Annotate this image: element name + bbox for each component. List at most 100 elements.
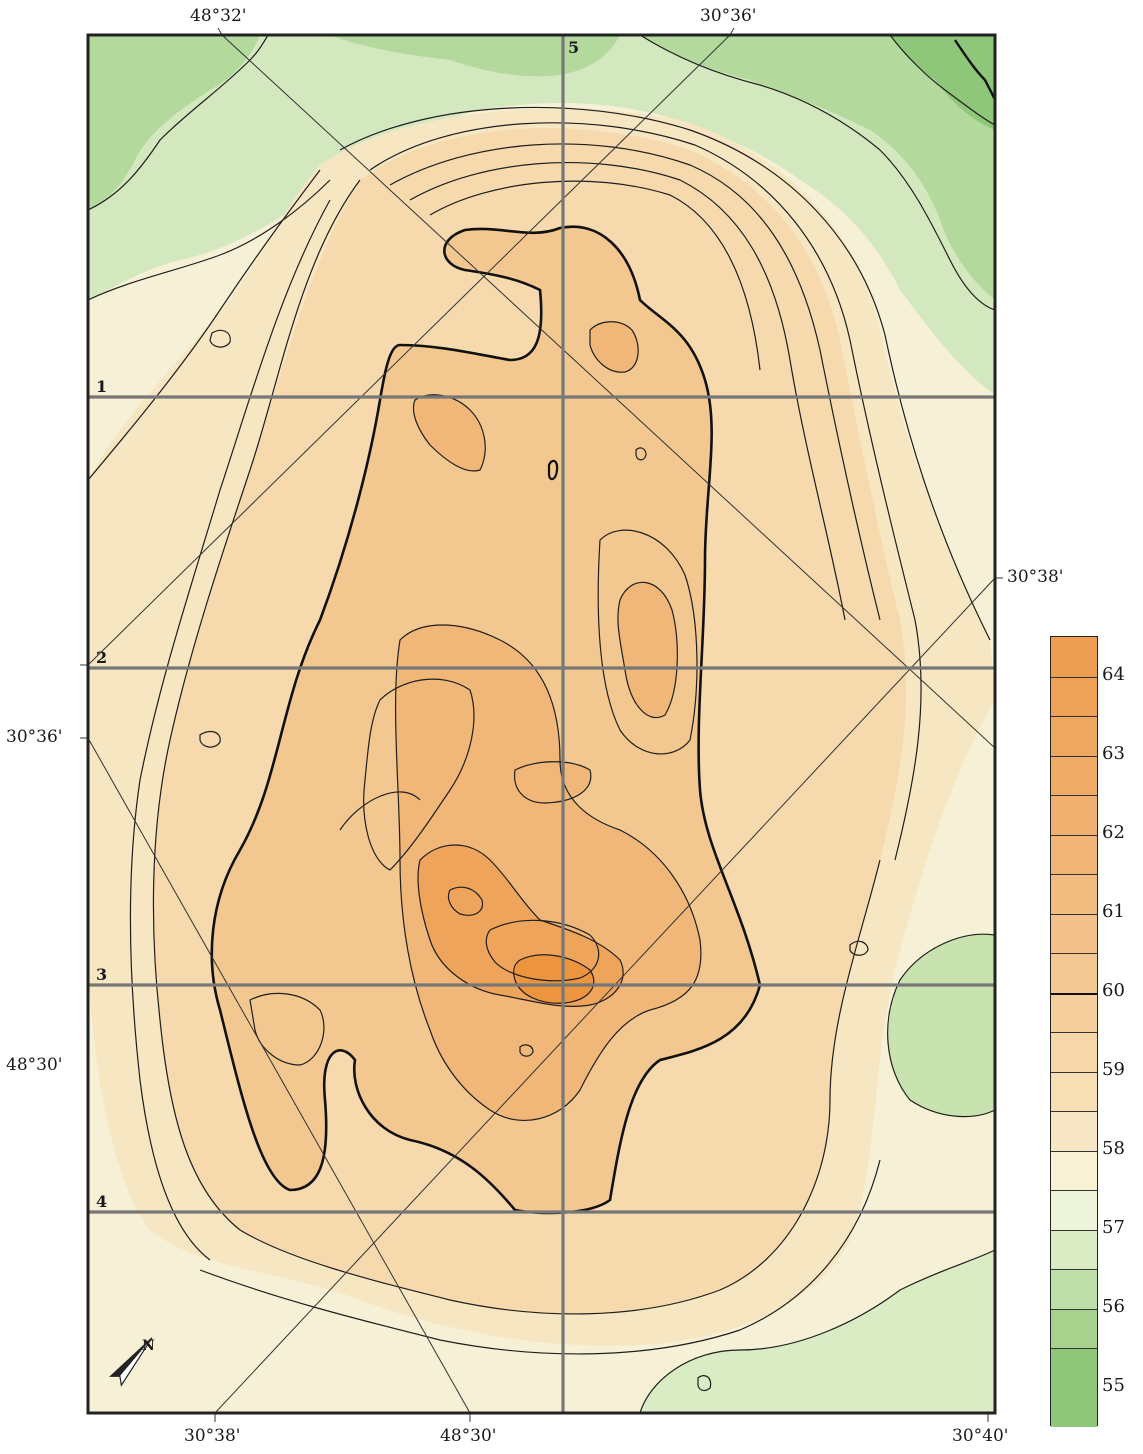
contour-line [389, 143, 881, 621]
graticule-line [88, 35, 731, 666]
legend-divider [1051, 755, 1097, 757]
profile-label-2: 2 [96, 648, 108, 667]
profile-label-4: 4 [96, 1192, 108, 1211]
north-arrow-icon [109, 1337, 153, 1387]
green-region-right [887, 934, 995, 1117]
legend-tick-label: 60 [1102, 979, 1125, 1001]
left-label-top: 30°36' [6, 727, 63, 747]
top-label-right: 30°36' [700, 6, 757, 26]
contour-line [88, 179, 331, 301]
contour-line [88, 169, 321, 481]
level-61-east [617, 582, 678, 718]
contour-line [639, 35, 995, 311]
contour-line [639, 1249, 995, 1413]
contour-line [447, 886, 484, 916]
legend-divider [1051, 1348, 1097, 1349]
graticule-lines [88, 35, 995, 1413]
contour-line [129, 199, 331, 1261]
green-region-top-center [330, 35, 620, 77]
bold-contour-60-small [547, 459, 559, 481]
legend-tick-label: 64 [1102, 663, 1125, 685]
profile-label-5: 5 [568, 38, 580, 57]
contour-line [417, 844, 624, 1007]
legend-tick-label: 59 [1102, 1058, 1125, 1080]
legend-divider [1051, 716, 1097, 717]
contour-line [363, 678, 475, 871]
bold-contour-60 [210, 225, 762, 1215]
left-label-bottom: 48°30' [6, 1055, 63, 1075]
map-fill [88, 35, 995, 1413]
contour-line [199, 1159, 881, 1355]
legend-divider [1051, 676, 1097, 678]
level-61 [395, 625, 701, 1121]
top-label-left: 48°32' [190, 6, 247, 26]
legend-divider [1051, 1229, 1097, 1231]
contour-line [849, 940, 869, 956]
legend-band [1051, 913, 1097, 953]
contour-line [339, 106, 991, 641]
legend-tick-label: 61 [1102, 900, 1125, 922]
legend-band [1051, 953, 1097, 993]
contour-line [239, 859, 881, 1315]
bottom-label-left: 30°38' [184, 1426, 241, 1446]
legend-band [1051, 755, 1097, 795]
contour-lines [88, 35, 995, 1413]
legend-band [1051, 637, 1097, 677]
legend-band [1051, 1032, 1097, 1072]
green-region-top [88, 35, 995, 395]
legend-band [1051, 1071, 1097, 1111]
legend-band [1051, 1111, 1097, 1151]
contour-line [589, 321, 639, 373]
legend-divider [1051, 1150, 1097, 1152]
profile-label-3: 3 [96, 965, 108, 984]
contour-line [429, 180, 761, 371]
legend-tick-label: 63 [1102, 742, 1125, 764]
legend-tick-label: 58 [1102, 1137, 1125, 1159]
legend-tick-label: 55 [1102, 1374, 1125, 1396]
legend-colorbar [1050, 636, 1098, 1427]
map-frame [86, 33, 997, 1415]
bold-contour-56-right [954, 39, 995, 101]
contour-line [409, 161, 846, 621]
contour-line [617, 581, 678, 719]
contour-line [152, 179, 361, 1231]
profile-lines [88, 35, 995, 1413]
level-61-center [514, 761, 591, 803]
contour-line [88, 35, 269, 211]
legend-divider [1051, 795, 1097, 796]
profile-label-1: 1 [96, 377, 108, 396]
legend-tick-label: 57 [1102, 1216, 1125, 1238]
contour-line [249, 992, 325, 1066]
bottom-label-center: 48°30' [440, 1426, 497, 1446]
legend-band [1051, 676, 1097, 716]
graticule-line [214, 577, 995, 1413]
legend-band [1051, 1269, 1097, 1309]
legend-band [1051, 874, 1097, 914]
green-region-top-right [640, 35, 995, 300]
legend-divider [1051, 1308, 1097, 1310]
right-label: 30°38' [1007, 567, 1064, 587]
level-61-north [413, 394, 486, 471]
contour-line [697, 1375, 712, 1392]
legend-band [1051, 1229, 1097, 1269]
contour-line [887, 933, 995, 1118]
legend-divider [1051, 834, 1097, 836]
legend-divider [1051, 953, 1097, 954]
contour-line [394, 624, 702, 1121]
legend-band [1051, 1190, 1097, 1230]
graticule-line [88, 737, 471, 1413]
legend-band [1051, 795, 1097, 835]
bottom-label-right: 30°40' [952, 1426, 1009, 1446]
level-61-northeast [590, 321, 639, 373]
legend-divider [1051, 1111, 1097, 1112]
legend-band [1051, 1150, 1097, 1190]
graticule-line [221, 35, 995, 749]
north-arrow-label: N [142, 1338, 155, 1354]
contour-line [514, 761, 592, 804]
legend-divider [1051, 913, 1097, 915]
legend-divider [1051, 1190, 1097, 1191]
contour-line [209, 329, 231, 348]
legend-divider [1051, 874, 1097, 875]
contour-line [199, 730, 221, 748]
level-63-5 [513, 954, 594, 1004]
